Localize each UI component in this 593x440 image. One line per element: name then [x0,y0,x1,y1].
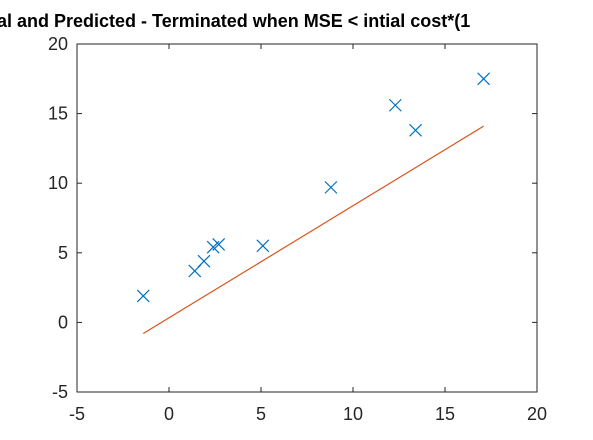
data-point-marker [212,238,226,251]
data-point-marker [256,239,270,253]
data-series [136,72,491,335]
x-tick-label: -5 [69,404,85,424]
data-point-marker [477,72,491,86]
x-tick-label: 20 [527,404,547,424]
axis-tick-labels: -5 0 5 10 15 20 -5 0 5 10 15 20 [48,34,547,424]
y-tick-label: 15 [48,104,68,124]
x-tick-label: 0 [164,404,174,424]
data-point-marker [136,289,150,303]
y-tick-label: 0 [58,312,68,332]
y-tick-label: 20 [48,34,68,54]
data-point-marker [197,254,211,268]
prediction-line [142,125,484,335]
x-tick-label: 10 [343,404,363,424]
data-point-marker [409,123,422,137]
y-tick-label: -5 [52,382,68,402]
axis-ticks [76,43,538,393]
y-tick-label: 5 [58,243,68,263]
y-tick-label: 10 [48,173,68,193]
plot-area [76,43,538,393]
data-point-marker [324,180,338,194]
x-tick-label: 5 [256,404,266,424]
chart-title: al and Predicted - Terminated when MSE <… [0,11,470,31]
x-tick-label: 15 [435,404,455,424]
data-point-marker [388,98,402,112]
